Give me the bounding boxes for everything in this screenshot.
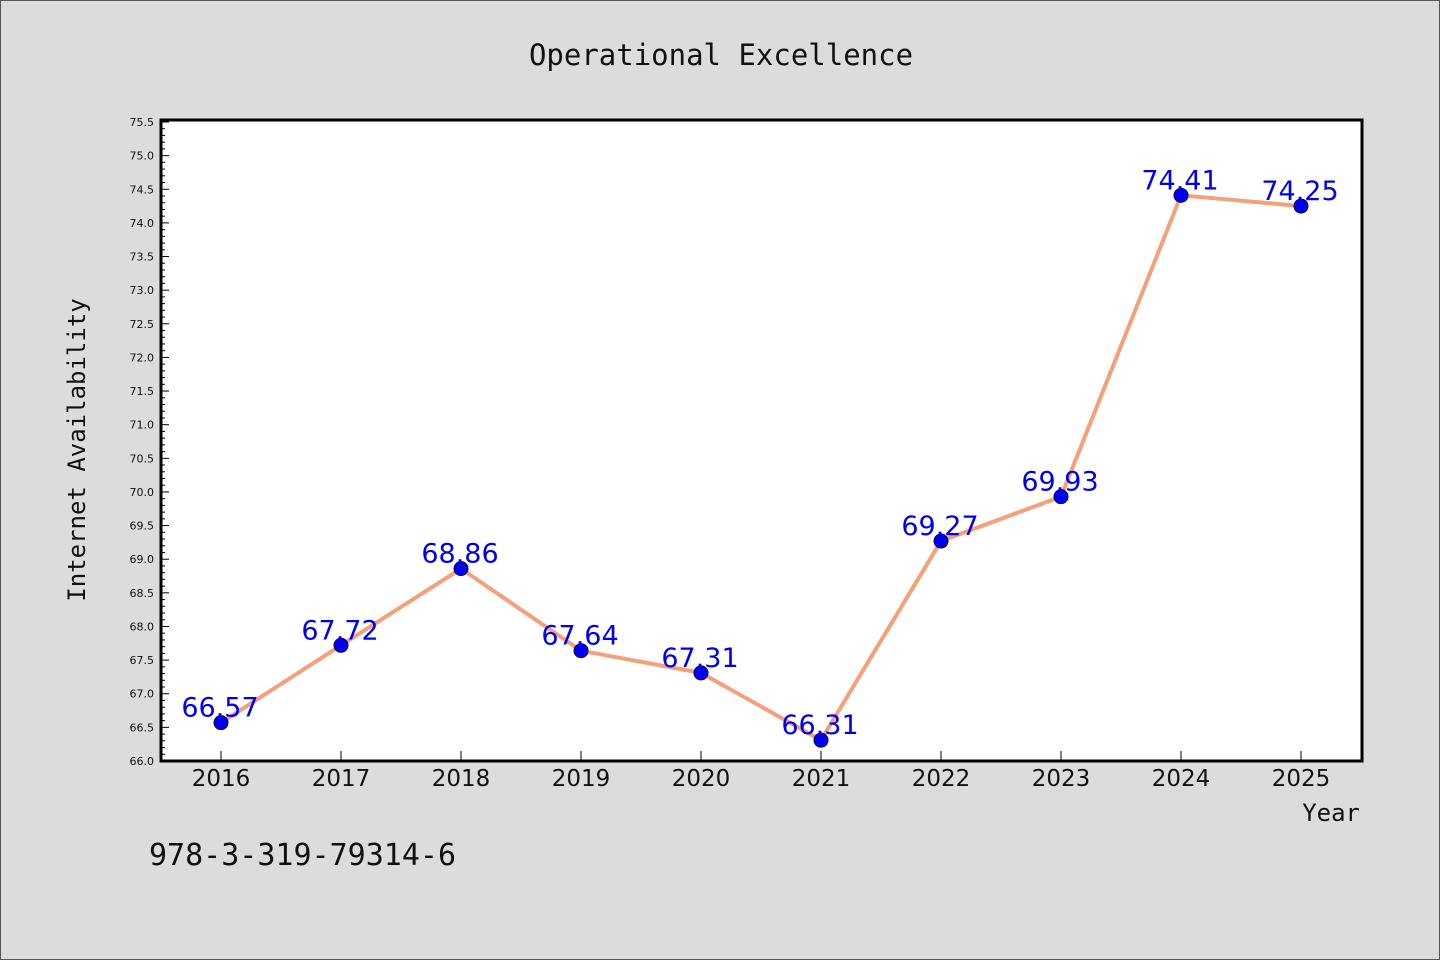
data-point [1293,198,1309,214]
y-tick-label: 72.5 [130,318,155,331]
data-label: 69.93 [1021,467,1098,498]
y-tick-label: 67.0 [130,688,155,701]
data-point [813,732,829,748]
x-tick-label: 2018 [432,766,491,792]
data-label: 67.64 [541,621,618,652]
y-tick-label: 66.5 [130,721,155,734]
series-group: 66.57 67.72 68.86 67.64 67.31 66.31 69.27 69.93… [181,165,1339,748]
y-axis-label: Internet Availability [63,298,91,601]
y-tick-label: 70.5 [130,452,155,465]
data-point [933,533,949,549]
y-tick-label: 74.5 [130,183,155,196]
data-point [573,643,589,659]
x-axis: 2016 2017 2018 2019 2020 2021 2022 2023 2024 2025 [192,751,1331,792]
x-tick-label: 2020 [672,766,731,792]
data-label: 67.72 [301,615,378,646]
data-label: 66.31 [781,710,858,741]
data-label: 74.41 [1141,165,1218,196]
series-line [219,193,1303,743]
y-tick-label: 71.5 [130,385,155,398]
data-point [453,561,469,577]
y-tick-label: 69.0 [130,553,155,566]
y-tick-label: 73.5 [130,251,155,264]
x-tick-label: 2021 [792,766,851,792]
y-tick-label: 71.0 [130,419,155,432]
chart-annotation: 978-3-319-79314-6 [149,838,456,873]
y-tick-label: 73.0 [130,284,155,297]
x-tick-label: 2025 [1272,766,1331,792]
x-axis-label: Year [1302,799,1360,827]
x-tick-label: 2019 [552,766,611,792]
y-tick-label: 75.5 [130,116,155,129]
data-point [693,665,709,681]
data-point [1053,489,1069,505]
data-label: 74.25 [1261,176,1338,207]
data-label: 66.57 [181,693,258,724]
data-point [1173,187,1189,203]
y-tick-label: 72.0 [130,351,155,364]
y-tick-label: 68.0 [130,620,155,633]
y-tick-label: 67.5 [130,654,155,667]
y-tick-label: 70.0 [130,486,155,499]
data-label: 67.31 [661,643,738,674]
x-tick-label: 2017 [312,766,371,792]
x-tick-label: 2016 [192,766,251,792]
data-label: 68.86 [421,539,498,570]
x-tick-label: 2022 [912,766,971,792]
y-tick-label: 69.5 [130,520,155,533]
data-point [213,715,229,731]
y-tick-label: 68.5 [130,587,155,600]
x-tick-label: 2023 [1032,766,1091,792]
y-tick-label: 66.0 [130,755,155,768]
plot-area [159,118,1364,763]
y-tick-label: 74.0 [130,217,155,230]
chart-title: Operational Excellence [529,38,913,72]
data-point [333,637,349,653]
data-label: 69.27 [901,511,978,542]
y-axis: 66.0 66.5 67.0 67.5 68.0 68.5 69.0 69.5 70.0 70.5… [130,116,169,768]
y-tick-label: 75.0 [130,150,155,163]
x-tick-label: 2024 [1152,766,1211,792]
